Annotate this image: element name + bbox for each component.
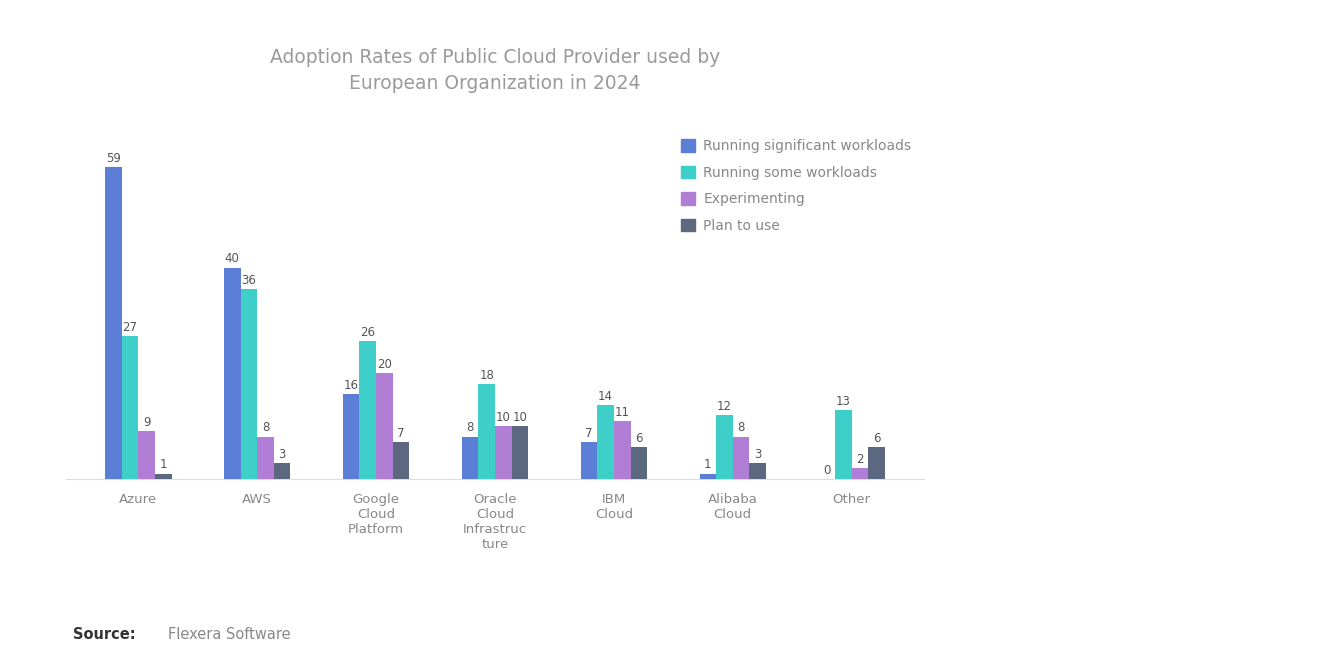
Text: 20: 20	[378, 358, 392, 371]
Text: 18: 18	[479, 368, 494, 382]
Text: 16: 16	[343, 379, 359, 392]
Bar	[478, 384, 495, 479]
Text: 1: 1	[704, 458, 711, 471]
Bar	[495, 426, 512, 479]
Bar	[154, 473, 172, 479]
Title: Adoption Rates of Public Cloud Provider used by
European Organization in 2024: Adoption Rates of Public Cloud Provider …	[269, 48, 721, 93]
Text: 8: 8	[738, 422, 744, 434]
Text: Flexera Software: Flexera Software	[168, 626, 290, 642]
Text: 26: 26	[360, 327, 375, 339]
Text: 40: 40	[224, 253, 240, 265]
Bar	[512, 426, 528, 479]
Text: 13: 13	[836, 395, 851, 408]
Bar	[240, 289, 257, 479]
Bar	[376, 373, 393, 479]
Text: 59: 59	[106, 152, 120, 165]
Text: 12: 12	[717, 400, 733, 414]
Bar	[733, 436, 750, 479]
Text: 10: 10	[512, 411, 528, 424]
Bar	[462, 436, 478, 479]
Bar	[139, 432, 154, 479]
Bar	[700, 473, 717, 479]
Text: 8: 8	[466, 422, 474, 434]
Bar	[836, 410, 851, 479]
Text: 36: 36	[242, 273, 256, 287]
Text: 0: 0	[824, 464, 830, 477]
Text: 11: 11	[615, 406, 630, 418]
Text: 14: 14	[598, 390, 612, 403]
Bar	[631, 447, 647, 479]
Bar	[869, 447, 884, 479]
Text: Source:: Source:	[73, 626, 135, 642]
Bar	[750, 463, 766, 479]
Bar	[273, 463, 290, 479]
Text: 8: 8	[261, 422, 269, 434]
Text: 3: 3	[754, 448, 762, 461]
Bar	[851, 468, 869, 479]
Text: 10: 10	[496, 411, 511, 424]
Text: 9: 9	[143, 416, 150, 429]
Text: 7: 7	[397, 427, 405, 440]
Text: 1: 1	[160, 458, 168, 471]
Text: 7: 7	[585, 427, 593, 440]
Bar	[581, 442, 597, 479]
Bar	[393, 442, 409, 479]
Text: 6: 6	[635, 432, 643, 445]
Bar	[224, 267, 240, 479]
Bar	[257, 436, 273, 479]
Legend: Running significant workloads, Running some workloads, Experimenting, Plan to us: Running significant workloads, Running s…	[676, 134, 917, 239]
Bar	[359, 342, 376, 479]
Bar	[121, 336, 139, 479]
Bar	[717, 416, 733, 479]
Bar	[614, 421, 631, 479]
Text: 27: 27	[123, 321, 137, 334]
Text: 2: 2	[857, 453, 863, 466]
Bar	[597, 405, 614, 479]
Bar	[106, 167, 121, 479]
Text: 3: 3	[279, 448, 286, 461]
Text: 6: 6	[873, 432, 880, 445]
Bar	[343, 394, 359, 479]
